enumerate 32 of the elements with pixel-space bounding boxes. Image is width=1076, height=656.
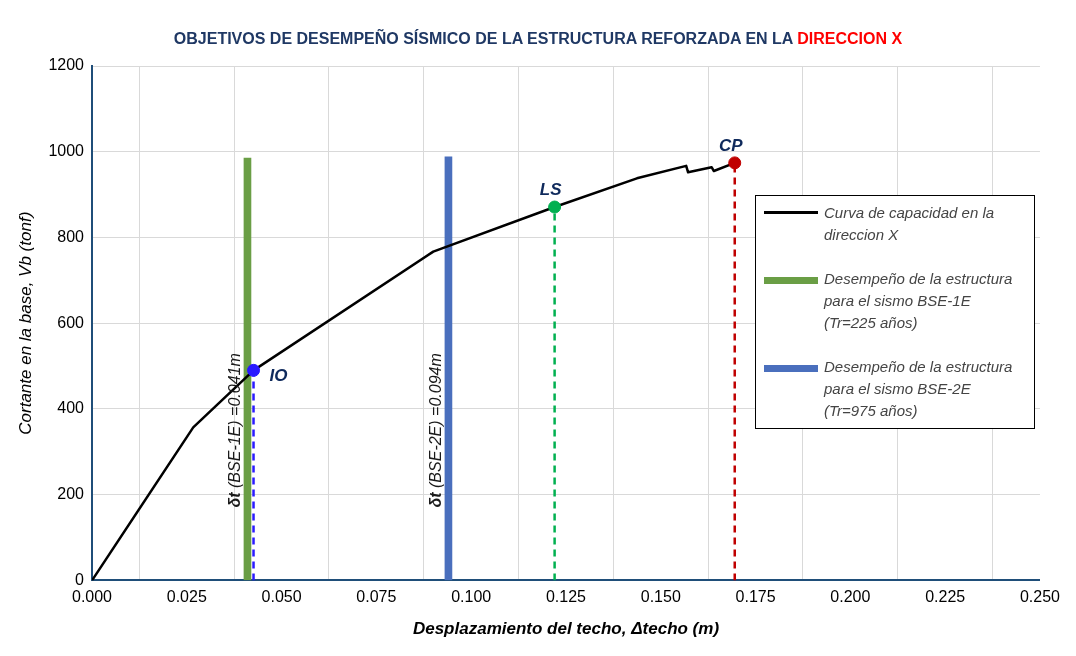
- y-tick-label: 800: [57, 227, 85, 245]
- annotation: δt (BSE-1E) =0.041m: [225, 353, 243, 508]
- point: [247, 363, 261, 377]
- x-axis-title: Desplazamiento del techo, Δtecho (m): [412, 619, 720, 639]
- point: [728, 156, 742, 170]
- y-tick-label: 600: [57, 313, 85, 331]
- annotation: CP: [718, 136, 744, 156]
- legend-label: Desempeño de la estructura para el sismo BSE-1E (Tr=225 años): [823, 268, 1014, 333]
- x-tick-label: 0.150: [640, 588, 681, 606]
- annotation: δt (BSE-2E) =0.094m: [426, 353, 444, 508]
- x-tick-label: 0.100: [451, 588, 492, 606]
- y-tick-label: 0: [75, 570, 85, 588]
- x-tick-label: 0.200: [830, 588, 871, 606]
- x-tick-label: 0.075: [356, 588, 397, 606]
- annotation: IO: [269, 366, 288, 386]
- annotation: LS: [539, 180, 563, 200]
- y-tick-label: 400: [57, 399, 85, 417]
- chart-title: OBJETIVOS DE DESEMPEÑO SÍSMICO DE LA ESTRUCTURA REFORZADA EN LA DIRECCION X: [172, 30, 904, 48]
- y-tick-label: 1000: [48, 142, 85, 160]
- x-tick-label: 0.225: [925, 588, 966, 606]
- x-tick-label: 0.025: [166, 588, 207, 606]
- y-tick-label: 1200: [48, 56, 85, 74]
- y-tick-label: 200: [57, 485, 85, 503]
- x-tick-label: 0.175: [735, 588, 776, 606]
- point: [548, 200, 562, 214]
- x-tick-label: 0.125: [545, 588, 587, 606]
- x-tick-label: 0.000: [71, 588, 113, 606]
- legend-label: Curva de capacidad en la direccion X: [823, 202, 996, 245]
- x-tick-label: 0.250: [1019, 588, 1061, 606]
- x-tick-label: 0.050: [261, 588, 302, 606]
- legend-label: Desempeño de la estructura para el sismo BSE-2E (Tr=975 años): [823, 356, 1014, 421]
- y-axis-title: Cortante en la base, Vb (tonf): [15, 211, 35, 435]
